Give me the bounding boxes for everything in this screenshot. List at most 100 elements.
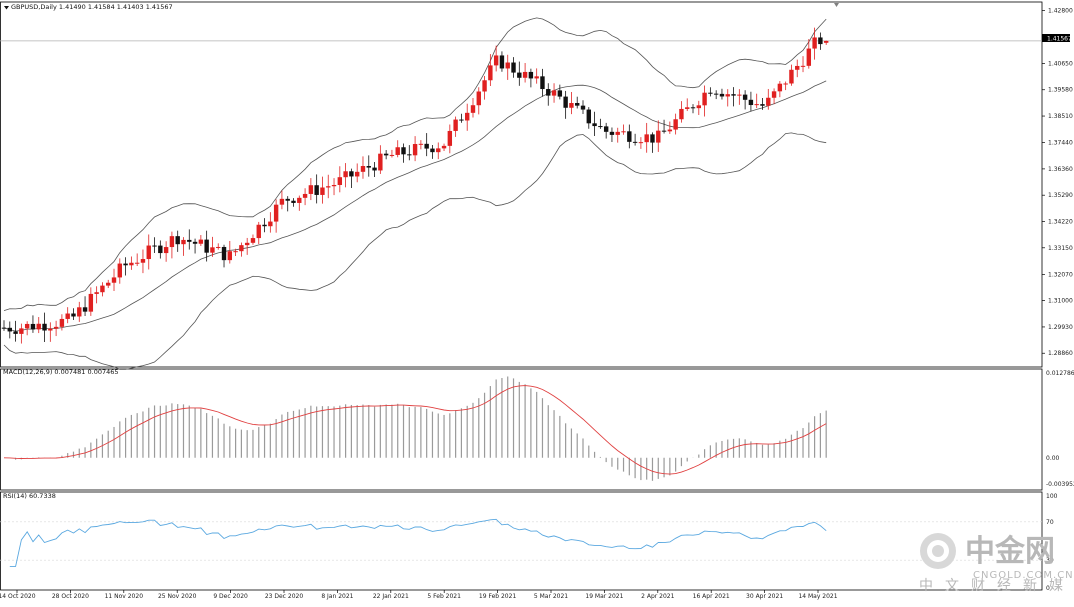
candle-body <box>725 94 730 97</box>
candle-body <box>297 197 302 203</box>
candle-body <box>273 204 279 222</box>
macd-series <box>3 376 827 481</box>
candle-body <box>644 134 649 143</box>
candle-body <box>580 105 586 110</box>
candle-body <box>53 326 59 329</box>
candle-body <box>603 126 609 132</box>
candle-body <box>598 126 603 128</box>
candle-body <box>713 93 719 95</box>
candle-body <box>499 55 505 69</box>
price-tick-label: 1.31000 <box>1048 298 1073 305</box>
price-tick-label: 1.40650 <box>1048 60 1073 67</box>
candle-body <box>771 91 777 98</box>
candle-body <box>100 285 105 293</box>
candle-body <box>488 65 493 81</box>
candle-body <box>476 91 481 106</box>
candle-body <box>262 224 267 227</box>
bollinger-upper <box>3 17 827 311</box>
candle-body <box>227 251 233 261</box>
candle-body <box>621 131 626 133</box>
candles <box>1 27 829 344</box>
candle-body <box>702 92 707 106</box>
candle-body <box>285 198 290 201</box>
macd-tick-label: -0.003952 <box>1046 481 1074 488</box>
candle-body <box>650 134 655 143</box>
bollinger-middle <box>3 80 827 332</box>
candle-body <box>221 246 227 261</box>
bollinger-lower <box>3 132 827 370</box>
rsi-panel-frame <box>0 491 1043 591</box>
candle-body <box>430 148 435 153</box>
candle-body <box>24 323 30 329</box>
watermark-site: CNGOLD.COM.CN <box>973 570 1074 581</box>
candle-body <box>395 147 400 155</box>
candle-body <box>77 307 82 317</box>
candle-body <box>169 236 175 248</box>
candle-body <box>436 148 441 153</box>
current-price-marker <box>1042 34 1070 42</box>
candle-body <box>94 292 99 294</box>
price-tick-label: 1.42800 <box>1048 8 1073 15</box>
candle-body <box>308 185 314 194</box>
candle-body <box>708 92 713 94</box>
candle-body <box>679 108 684 120</box>
candle-body <box>586 109 591 124</box>
candle-body <box>534 76 539 79</box>
date-tick-label: 14 Oct 2020 <box>0 593 36 600</box>
candle-body <box>279 198 285 205</box>
chart-menu-arrow-icon[interactable] <box>4 6 9 10</box>
candle-body <box>256 224 261 239</box>
candle-body <box>800 65 806 67</box>
candle-body <box>447 130 453 146</box>
candle-body <box>557 90 563 97</box>
date-tick-label: 25 Nov 2020 <box>158 593 197 600</box>
candle-body <box>522 71 528 78</box>
rsi-tick-label: 70 <box>1046 519 1054 526</box>
shift-marker-icon[interactable] <box>834 3 839 7</box>
macd-tick-label: 0.012786 <box>1046 370 1074 377</box>
candle-body <box>30 323 36 330</box>
bollinger-bands <box>3 17 827 370</box>
candle-body <box>407 154 412 156</box>
rsi-tick-label: 30 <box>1046 557 1054 564</box>
candle-body <box>82 307 88 312</box>
main-panel-header: GBPUSD,Daily 1.41490 1.41584 1.41403 1.4… <box>11 3 173 11</box>
candle-body <box>146 245 151 260</box>
candle-body <box>175 236 180 245</box>
candle-body <box>204 239 209 253</box>
candle-body <box>418 143 424 145</box>
candle-body <box>152 245 157 247</box>
candle-body <box>661 130 667 132</box>
rsi-panel-header: RSI(14) 60.7338 <box>3 492 56 500</box>
candle-body <box>441 145 447 149</box>
candle-body <box>401 147 406 155</box>
candle-body <box>331 184 337 187</box>
price-tick-label: 1.32070 <box>1048 271 1073 278</box>
price-tick-label: 1.35290 <box>1048 192 1073 199</box>
date-tick-label: 2 Apr 2021 <box>641 593 674 600</box>
date-tick-label: 22 Jan 2021 <box>373 593 409 600</box>
candle-body <box>233 251 238 253</box>
candle-body <box>250 238 256 243</box>
candle-body <box>389 154 395 156</box>
date-tick-label: 5 Feb 2021 <box>427 593 461 600</box>
candle-body <box>719 93 725 97</box>
date-tick-label: 14 May 2021 <box>798 593 837 600</box>
date-tick-label: 5 Mar 2021 <box>534 593 568 600</box>
date-tick-label: 23 Dec 2020 <box>265 593 304 600</box>
candle-body <box>465 112 470 121</box>
candle-body <box>459 119 464 121</box>
candle-body <box>343 171 348 178</box>
candle-body <box>615 131 620 135</box>
date-tick-label: 16 Apr 2021 <box>693 593 730 600</box>
candle-body <box>760 104 765 106</box>
candle-body <box>216 246 221 248</box>
candle-body <box>424 143 429 149</box>
date-tick-label: 9 Dec 2020 <box>213 593 248 600</box>
candle-body <box>163 247 169 254</box>
candle-body <box>360 166 366 172</box>
candle-body <box>354 171 360 177</box>
candle-body <box>795 65 800 70</box>
candle-body <box>320 187 325 195</box>
candle-body <box>244 242 250 246</box>
